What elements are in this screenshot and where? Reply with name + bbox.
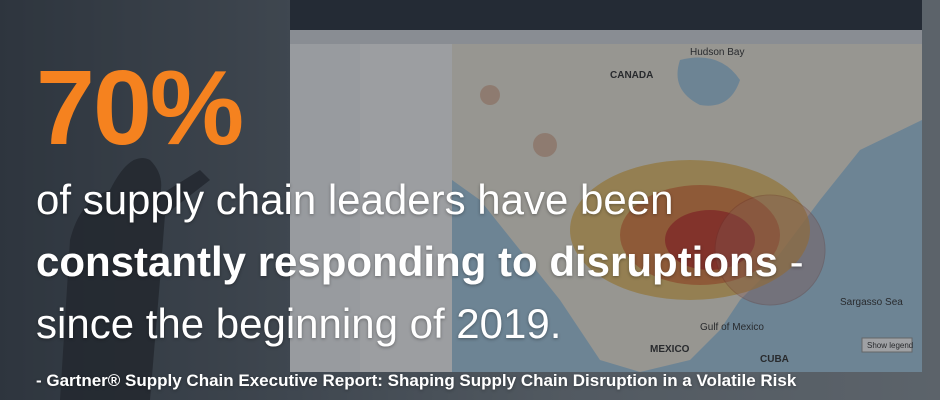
risk-circle [533, 133, 557, 157]
headline-bold: constantly responding to disruptions [36, 238, 779, 285]
legend-button [861, 337, 913, 353]
map-bay [677, 57, 740, 106]
headline-line: constantly responding to disruptions - [36, 238, 804, 286]
map-label: Sargasso Sea [840, 297, 903, 308]
risk-circle [480, 85, 500, 105]
side-nav [290, 44, 360, 372]
screen-toolbar [290, 30, 922, 44]
map-label: MEXICO [650, 344, 690, 355]
legend-button-label: Show legend [867, 341, 913, 350]
map-label: Hudson Bay [690, 47, 744, 58]
person-silhouette [60, 158, 210, 400]
heat-inner [665, 210, 755, 270]
screen-topbar [290, 0, 922, 30]
map-label: Gulf of Mexico [700, 322, 764, 333]
source-citation: - Gartner® Supply Chain Executive Report… [36, 371, 797, 390]
headline-stat: 70% [36, 49, 244, 167]
map-label: CUBA [760, 354, 789, 365]
headline-line: since the beginning of 2019. [36, 300, 562, 347]
detail-pane [360, 44, 452, 372]
headline-line: of supply chain leaders have been [36, 176, 674, 223]
map-label: CANADA [610, 70, 653, 81]
risk-circle [714, 194, 826, 306]
headline-dash: - [778, 238, 804, 285]
